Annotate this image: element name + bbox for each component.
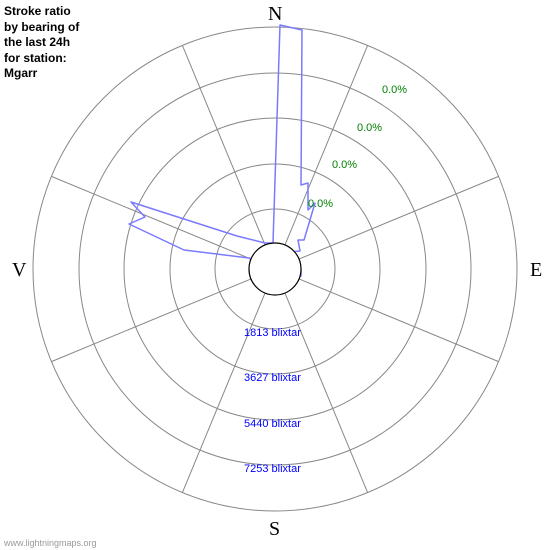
pct-label-2: 0.0%	[357, 122, 382, 134]
pct-label-1: 0.0%	[332, 159, 357, 171]
grid-spoke-6	[51, 279, 251, 362]
grid-spoke-2	[299, 176, 499, 259]
cardinal-e: E	[530, 259, 542, 281]
cardinal-s: S	[269, 518, 280, 540]
grid-spoke-1	[285, 45, 368, 245]
grid-spoke-0	[182, 45, 265, 245]
grid-spoke-3	[299, 279, 499, 362]
grid-spoke-7	[51, 176, 251, 259]
polar-chart: N E S V 0.0% 0.0% 0.0% 0.0% 1813 blixtar 3627 b…	[0, 0, 550, 550]
cardinal-n: N	[268, 3, 282, 25]
footer-credit: www.lightningmaps.org	[4, 538, 97, 548]
cardinal-v: V	[12, 259, 27, 281]
count-label-1: 3627 blixtar	[244, 372, 301, 384]
count-label-2: 5440 blixtar	[244, 418, 301, 430]
count-label-3: 7253 blixtar	[244, 463, 301, 475]
count-label-0: 1813 blixtar	[244, 327, 301, 339]
rose-polygon	[129, 25, 315, 276]
pct-label-0: 0.0%	[308, 198, 333, 210]
pct-label-3: 0.0%	[382, 84, 407, 96]
center-circle	[249, 243, 301, 295]
